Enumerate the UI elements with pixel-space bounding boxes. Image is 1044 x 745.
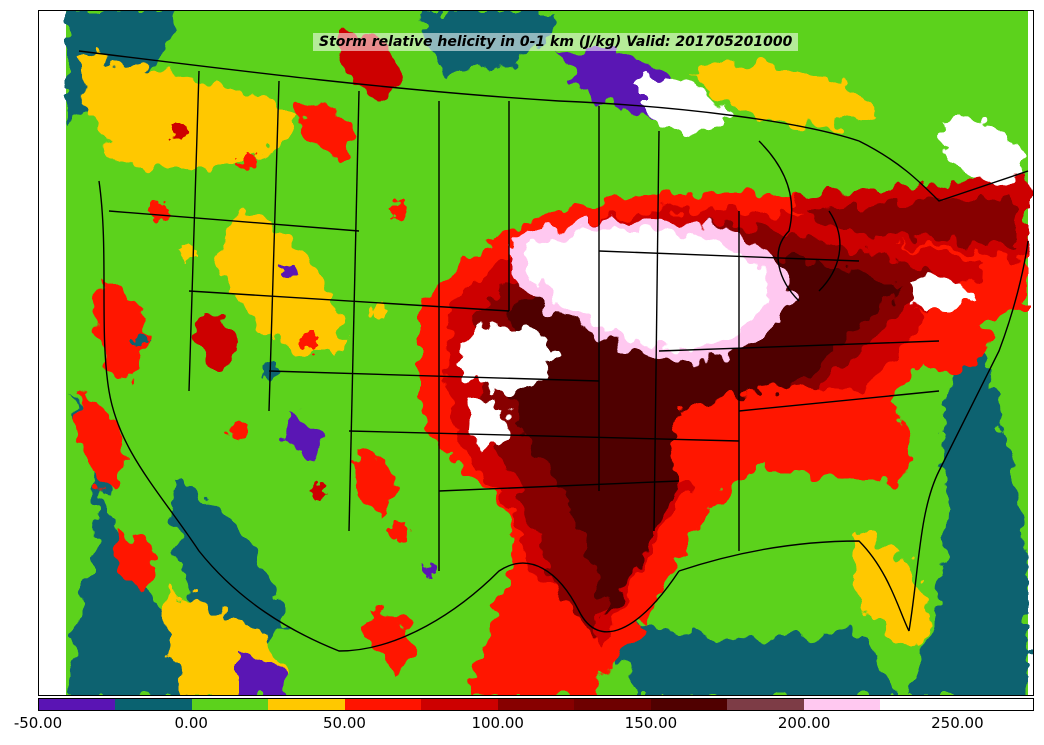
colorbar-tick-label: 200.00 [777, 714, 831, 732]
colorbar-swatch [39, 699, 116, 710]
colorbar-swatch [727, 699, 804, 710]
colorbar-swatch [191, 699, 269, 710]
colorbar-swatch [803, 699, 881, 710]
colorbar-swatch [956, 699, 1034, 710]
colorbar-tick-label: 250.00 [931, 714, 984, 732]
colorbar-swatch [650, 699, 728, 710]
colorbar-swatch [344, 699, 422, 710]
colorbar-swatch [497, 699, 575, 710]
colorbar [38, 698, 1034, 711]
colorbar-tick-labels: -50.00 0.00 50.00 100.00 150.00 200.00 250.00 [0, 714, 1044, 738]
colorbar-swatch [421, 699, 498, 710]
shaded-helicity-field [66, 11, 1028, 695]
colorbar-tick-label: 100.00 [471, 714, 524, 732]
helicity-field-map [66, 11, 1029, 695]
colorbar-tick-label: 0.00 [174, 714, 208, 732]
state-country-boundaries [78, 50, 1029, 652]
colorbar-tick-label: -50.00 [13, 714, 63, 732]
colorbar-swatch [115, 699, 192, 710]
colorbar-tick-label: 150.00 [624, 714, 678, 732]
colorbar-swatch [880, 699, 957, 710]
colorbar-swatch [574, 699, 651, 710]
map-title: Storm relative helicity in 0-1 km (J/kg)… [313, 33, 799, 51]
colorbar-swatch [268, 699, 345, 710]
colorbar-tick-label: 50.00 [322, 714, 366, 732]
map-panel: Storm relative helicity in 0-1 km (J/kg)… [38, 10, 1034, 696]
